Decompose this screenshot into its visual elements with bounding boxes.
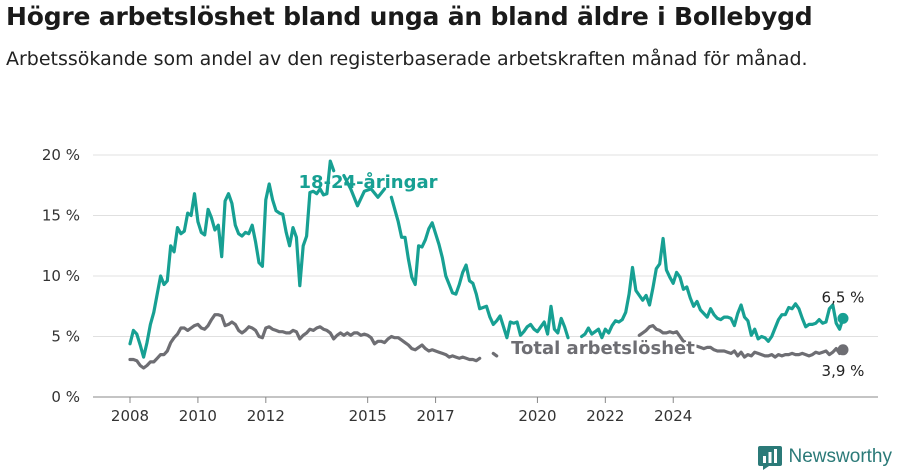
y-tick-label: 20 % bbox=[42, 146, 80, 164]
bar-chart-icon bbox=[757, 446, 782, 470]
series-label-youth: 18-24-åringar bbox=[299, 171, 438, 193]
chart-subtitle: Arbetssökande som andel av den registerb… bbox=[6, 48, 808, 70]
series-line-youth bbox=[389, 195, 570, 340]
series-line-total bbox=[637, 324, 845, 359]
y-tick-label: 0 % bbox=[51, 388, 80, 406]
series-line-total bbox=[128, 313, 482, 370]
series-layer bbox=[128, 159, 849, 370]
series-line-youth bbox=[342, 174, 387, 208]
x-tick-label: 2015 bbox=[349, 407, 387, 425]
series-line-youth bbox=[128, 159, 336, 359]
axis-layer: 0 % 5 % 10 % 15 % 20 % 2008 2010 2012 2015 2017 20… bbox=[42, 146, 878, 425]
y-tick-label: 5 % bbox=[51, 328, 80, 346]
x-tick-label: 2012 bbox=[247, 407, 285, 425]
series-end-point-total bbox=[837, 344, 849, 356]
brand-name: Newsworthy bbox=[788, 446, 892, 467]
x-tick-label: 2010 bbox=[179, 407, 217, 425]
end-value-label-total: 3,9 % bbox=[822, 362, 865, 380]
series-end-point-youth bbox=[837, 312, 849, 324]
x-tick-label: 2008 bbox=[111, 407, 149, 425]
series-line-youth bbox=[580, 236, 845, 343]
end-value-label-youth: 6,5 % bbox=[822, 288, 865, 306]
x-tick-label: 2020 bbox=[518, 407, 556, 425]
chart-title: Högre arbetslöshet bland unga än bland ä… bbox=[6, 2, 813, 31]
x-tick-label: 2017 bbox=[416, 407, 454, 425]
series-label-total: Total arbetslöshet bbox=[511, 338, 695, 359]
label-layer: 18-24-åringar Total arbetslöshet 6,5 % 3,9 … bbox=[299, 171, 865, 380]
grid-layer bbox=[93, 154, 878, 398]
x-tick-label: 2022 bbox=[586, 407, 624, 425]
y-tick-label: 15 % bbox=[42, 207, 80, 225]
x-tick-label: 2024 bbox=[654, 407, 692, 425]
brand-logo: Newsworthy bbox=[757, 444, 892, 470]
series-line-total bbox=[491, 351, 499, 358]
y-tick-label: 10 % bbox=[42, 267, 80, 285]
